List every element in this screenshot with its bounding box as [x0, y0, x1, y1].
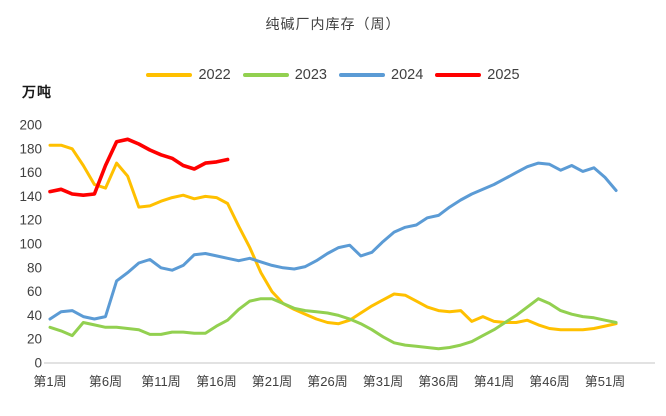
y-axis-unit-label: 万吨	[22, 84, 52, 100]
y-tick-label: 60	[27, 284, 42, 299]
legend-label-2023: 2023	[294, 67, 327, 83]
x-tick-label: 第46周	[529, 374, 569, 389]
x-tick-label: 第36周	[418, 374, 458, 389]
legend-label-2025: 2025	[487, 67, 520, 83]
series-line-2024	[48, 161, 618, 321]
y-tick-label: 20	[27, 332, 42, 347]
legend-item-2025: 2025	[435, 67, 520, 83]
x-tick-label: 第11周	[141, 374, 181, 389]
x-tick-label: 第41周	[474, 374, 514, 389]
legend-swatch-2023	[242, 73, 289, 77]
series-line-2025	[48, 137, 230, 197]
y-tick-label: 0	[34, 356, 42, 371]
legend-swatch-2025	[435, 73, 482, 77]
legend: 2022 2023 2024 2025	[0, 67, 666, 83]
legend-item-2023: 2023	[242, 67, 327, 83]
chart-title: 纯碱厂内库存（周）	[265, 16, 401, 32]
x-tick-label: 第51周	[585, 374, 625, 389]
series-line-2023	[48, 297, 618, 351]
y-tick-label: 140	[19, 189, 42, 204]
y-tick-label: 200	[19, 118, 42, 133]
legend-item-2022: 2022	[146, 67, 231, 83]
y-tick-label: 100	[19, 237, 42, 252]
legend-label-2024: 2024	[391, 67, 424, 83]
x-tick-label: 第1周	[33, 374, 66, 389]
legend-swatch-2022	[146, 73, 193, 77]
series-line-2022	[48, 143, 618, 332]
x-tick-label: 第26周	[307, 374, 347, 389]
legend-swatch-2024	[339, 73, 385, 77]
x-tick-label: 第16周	[196, 374, 236, 389]
y-tick-label: 40	[27, 308, 42, 323]
legend-item-2024: 2024	[339, 67, 423, 83]
y-tick-label: 80	[27, 260, 42, 275]
legend-label-2022: 2022	[198, 67, 231, 83]
x-tick-label: 第21周	[252, 374, 292, 389]
y-tick-label: 120	[19, 213, 42, 228]
y-tick-label: 180	[19, 141, 42, 156]
x-tick-label: 第31周	[363, 374, 403, 389]
x-tick-label: 第6周	[89, 374, 122, 389]
y-tick-label: 160	[19, 165, 42, 180]
